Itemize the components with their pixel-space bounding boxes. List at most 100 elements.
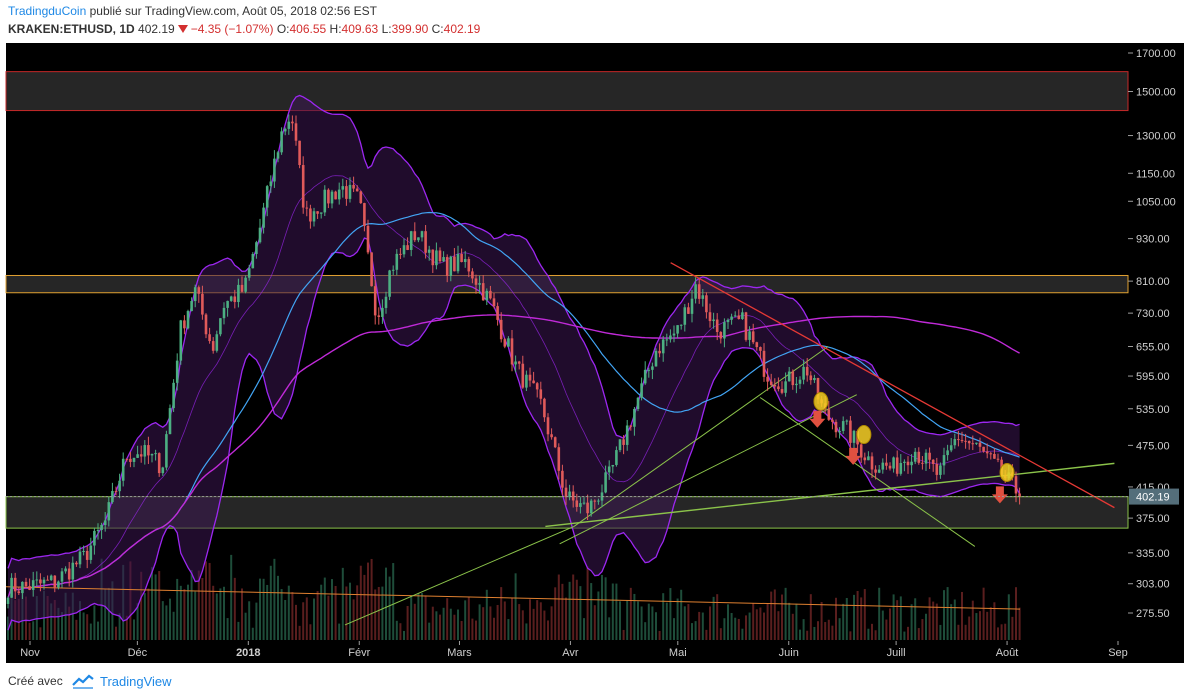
candle-body — [672, 333, 676, 336]
volume-bar — [809, 594, 812, 640]
volume-bar — [903, 631, 906, 640]
volume-bar — [61, 612, 63, 640]
low-value: 399.90 — [391, 22, 429, 36]
trendline-resistance — [670, 262, 1115, 509]
candle-body — [125, 458, 129, 460]
volume-bar — [449, 608, 452, 640]
volume-bar — [874, 630, 877, 640]
candle-body — [913, 451, 917, 462]
candle-body — [316, 211, 319, 214]
volume-bar — [93, 605, 96, 640]
time-tick-label: 2018 — [236, 647, 260, 659]
candle-body — [489, 290, 492, 299]
candle-body — [723, 322, 726, 339]
volume-bar — [889, 608, 891, 640]
candle-body — [802, 366, 805, 380]
candle-body — [453, 256, 456, 272]
down-arrow-icon — [845, 447, 862, 465]
volume-bar — [914, 598, 917, 640]
candle-body — [517, 361, 521, 364]
price-tick-label: 335.00 — [1136, 548, 1170, 560]
volume-bar — [644, 622, 647, 640]
candle-body — [298, 140, 301, 166]
volume-bar — [442, 607, 445, 640]
volume-bar — [745, 615, 747, 640]
price-change: −4.35 (−1.07%) — [190, 22, 274, 36]
volume-bar — [579, 586, 582, 640]
volume-bar — [651, 606, 654, 640]
candle-body — [82, 550, 85, 552]
volume-bar — [705, 629, 708, 640]
volume-bar — [485, 589, 488, 640]
volume-bar — [223, 586, 225, 640]
candle-body — [755, 342, 759, 348]
time-axis[interactable] — [6, 641, 1184, 663]
candle-body — [532, 380, 535, 384]
volume-bar — [417, 593, 420, 640]
volume-bar — [586, 566, 589, 640]
volume-bar — [637, 601, 639, 640]
candle-body — [766, 376, 769, 382]
volume-bar — [925, 613, 927, 640]
candle-body — [748, 331, 751, 340]
volume-bar — [262, 578, 265, 640]
volume-bar — [248, 601, 251, 640]
volume-bar — [615, 583, 618, 640]
volume-bar — [208, 562, 211, 640]
volume-bar — [979, 611, 981, 640]
volume-bar — [493, 617, 495, 640]
candle-body — [460, 254, 463, 263]
volume-bar — [1004, 623, 1007, 640]
candle-body — [438, 250, 442, 262]
price-chart[interactable]: 1700.00 1500.00 1300.00 1150.00 1050.00 930.0… — [0, 40, 1188, 666]
volume-bar — [673, 618, 675, 640]
candle-body — [204, 314, 208, 335]
volume-bar — [277, 575, 279, 640]
volume-bar — [712, 596, 715, 640]
volume-bar — [176, 578, 179, 640]
volume-bar — [633, 593, 636, 640]
candle-body — [946, 450, 949, 456]
price-tick-label: 303.00 — [1136, 579, 1170, 591]
volume-bar — [79, 601, 81, 640]
candle-body — [888, 465, 892, 469]
volume-bar — [838, 618, 841, 640]
volume-bar — [57, 607, 60, 640]
volume-bar — [716, 594, 719, 640]
tradingview-brand-link[interactable]: TradingView — [100, 674, 172, 689]
candle-body — [478, 283, 481, 285]
candle-body — [402, 245, 406, 255]
candle-body — [899, 462, 903, 474]
volume-bar — [658, 630, 661, 640]
candle-body — [762, 350, 766, 377]
volume-bar — [39, 627, 42, 640]
candle-body — [334, 191, 337, 200]
volume-bar — [86, 614, 89, 640]
highlight-circle — [999, 462, 1015, 482]
volume-bar — [575, 579, 578, 640]
candle-body — [935, 463, 939, 475]
volume-bar — [899, 596, 902, 640]
candle-body — [924, 452, 928, 464]
candle-body — [510, 338, 514, 365]
volume-bar — [158, 571, 161, 640]
candle-body — [528, 374, 532, 381]
volume-bar — [403, 630, 405, 640]
highlight-circle — [856, 425, 872, 445]
volume-bar — [226, 618, 229, 640]
author-link[interactable]: TradingduCoin — [8, 4, 87, 18]
candle-body — [53, 575, 57, 588]
candle-body — [705, 295, 708, 313]
volume-bar — [68, 606, 71, 640]
candle-body — [31, 580, 35, 590]
candle-body — [424, 231, 427, 253]
candle-body — [215, 334, 219, 351]
price-tick-label: 810.00 — [1136, 276, 1170, 288]
volume-bar — [863, 589, 866, 640]
candle-body — [730, 316, 733, 320]
candle-body — [622, 439, 625, 445]
candle-body — [190, 301, 193, 312]
candle-body — [161, 467, 165, 474]
price-axis[interactable] — [1128, 43, 1184, 641]
candle-body — [352, 184, 355, 189]
